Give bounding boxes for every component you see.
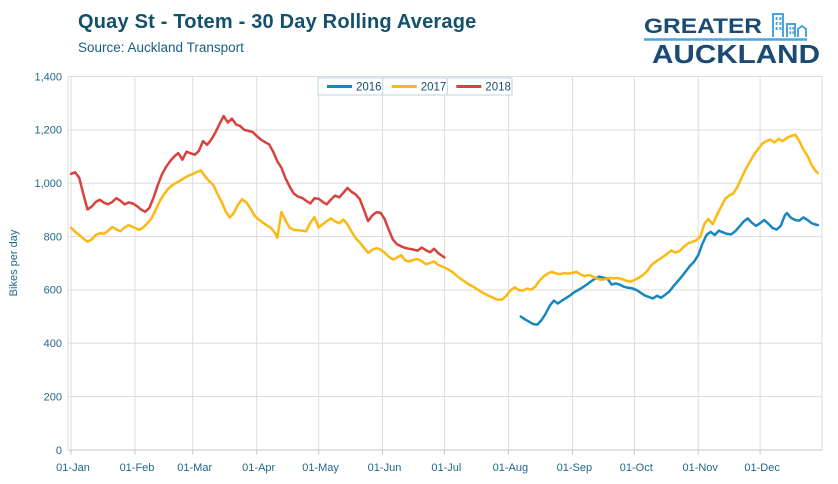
svg-text:2016: 2016 — [356, 82, 382, 94]
svg-text:1,400: 1,400 — [34, 71, 62, 83]
legend-item-2018: 2018 — [456, 82, 511, 94]
svg-text:01-Jun: 01-Jun — [368, 462, 402, 474]
series-line-2016 — [519, 211, 820, 326]
svg-text:2017: 2017 — [421, 82, 447, 94]
buildings-icon — [772, 13, 807, 37]
series-line-2017 — [69, 133, 820, 302]
svg-text:200: 200 — [44, 391, 62, 403]
svg-text:01-Nov: 01-Nov — [682, 462, 718, 474]
page-title: Quay St - Totem - 30 Day Rolling Average — [78, 11, 477, 33]
svg-text:0: 0 — [56, 445, 62, 457]
logo-auckland-text: AUCKLAND — [652, 41, 820, 68]
source-subtitle: Source: Auckland Transport — [78, 40, 244, 55]
svg-text:01-Jan: 01-Jan — [56, 462, 90, 474]
svg-text:01-Dec: 01-Dec — [744, 462, 780, 474]
series-lines — [69, 114, 820, 326]
svg-text:1,200: 1,200 — [34, 125, 62, 137]
svg-text:2018: 2018 — [485, 82, 511, 94]
svg-text:01-May: 01-May — [302, 462, 339, 474]
logo-svg: GREATER AUCKLAND — [644, 13, 820, 69]
legend-item-2017: 2017 — [391, 82, 447, 94]
svg-text:01-Aug: 01-Aug — [493, 462, 528, 474]
legend: 2016 2017 2018 — [317, 77, 513, 96]
svg-text:01-Apr: 01-Apr — [242, 462, 275, 474]
svg-text:01-Jul: 01-Jul — [431, 462, 461, 474]
gridlines — [67, 76, 823, 451]
series-line-2018 — [69, 114, 446, 259]
greater-auckland-logo: GREATER AUCKLAND — [644, 6, 824, 69]
x-axis-tick-labels: 01-Jan 01-Feb 01-Mar 01-Apr 01-May 01-Jun 01-J… — [56, 462, 780, 474]
svg-text:400: 400 — [44, 338, 62, 350]
legend-item-2016: 2016 — [327, 82, 382, 94]
svg-text:800: 800 — [44, 231, 62, 243]
svg-text:1,000: 1,000 — [34, 178, 62, 190]
svg-text:01-Sep: 01-Sep — [557, 462, 592, 474]
svg-text:01-Oct: 01-Oct — [620, 462, 653, 474]
svg-text:01-Feb: 01-Feb — [120, 462, 155, 474]
svg-text:600: 600 — [44, 285, 62, 297]
svg-text:01-Mar: 01-Mar — [177, 462, 212, 474]
y-axis-tick-labels: 0 200 400 600 800 1,000 1,200 1,400 — [34, 71, 62, 457]
x-axis-ticks — [70, 450, 761, 455]
logo-greater-text: GREATER — [644, 14, 763, 38]
y-axis-title: Bikes per day — [8, 229, 20, 296]
